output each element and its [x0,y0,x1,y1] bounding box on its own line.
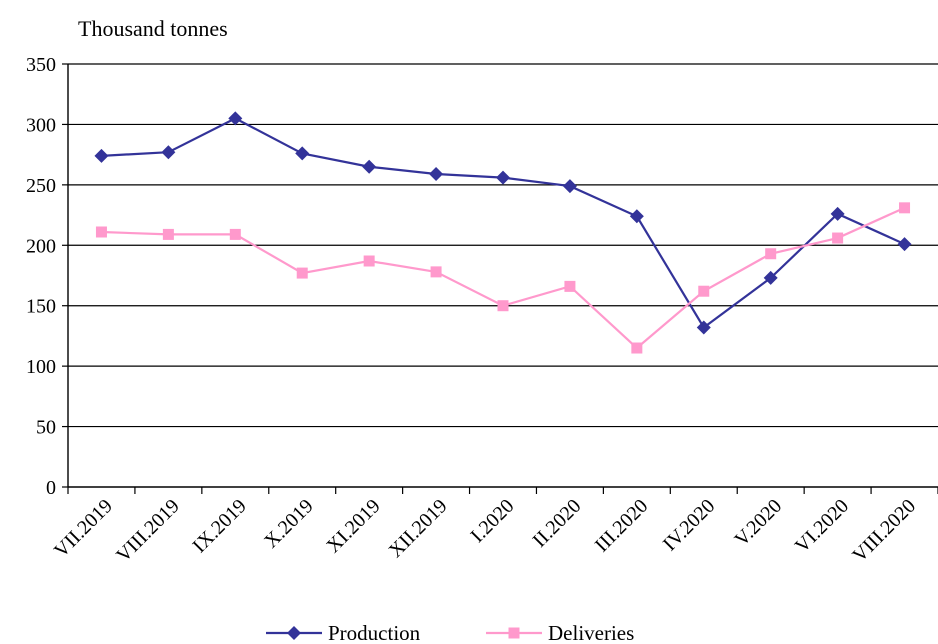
production-point [161,145,176,160]
deliveries-point [765,248,777,260]
legend-item-production: Production [266,621,421,644]
x-tick-label: XII.2019 [385,495,452,562]
deliveries-point [564,280,576,292]
deliveries-point [899,202,911,214]
series-layer [94,111,912,354]
y-tick-label-350: 350 [26,54,56,76]
axes [67,64,938,488]
legend-marker-production [287,626,301,640]
x-tick-label: VIII.2020 [848,495,920,567]
x-tick-label: XI.2019 [322,495,384,557]
x-tick-label: I.2020 [466,495,518,547]
x-tick-label: IV.2020 [659,495,719,555]
x-tick-label: II.2020 [529,495,586,552]
y-tick-label-150: 150 [26,296,56,318]
deliveries-point [832,232,844,244]
deliveries-point [497,300,509,312]
production-point [562,179,577,194]
production-point [295,146,310,161]
series-production [94,111,912,335]
legend-item-deliveries: Deliveries [486,621,634,644]
deliveries-point [95,226,107,238]
y-axis-label: Thousand tonnes [78,16,228,41]
legend-label-production: Production [328,621,421,644]
production-point [830,206,845,221]
deliveries-point [698,285,710,297]
x-tick-label: IX.2019 [189,495,251,557]
legend: Production Deliveries [266,621,634,644]
deliveries-line [101,206,905,350]
legend-marker-deliveries [508,627,520,639]
y-tick-label-300: 300 [26,114,56,136]
production-point [362,159,377,174]
x-tick-label: X.2019 [260,495,318,553]
x-tick-label: V.2020 [730,495,786,551]
y-tick-label-50: 50 [36,417,56,439]
production-point [629,209,644,224]
deliveries-point [631,342,643,354]
y-tick-label-250: 250 [26,175,56,197]
y-tick-label-200: 200 [26,235,56,257]
series-deliveries [95,202,911,354]
deliveries-point [162,228,174,240]
production-point [496,170,510,185]
deliveries-point [296,267,308,279]
y-tick-label-0: 0 [46,477,56,499]
y-tick-labels: 0 50 100 150 200 250 300 350 [26,54,56,499]
x-tick-label: VIII.2019 [112,495,184,567]
x-tick-label: III.2020 [591,495,653,557]
deliveries-point [363,255,375,267]
production-point [763,270,778,285]
deliveries-point [229,228,241,240]
production-point [94,148,109,163]
production-point [696,320,711,335]
production-point [228,111,243,126]
deliveries-point [430,266,442,278]
production-line [101,117,905,330]
production-point [429,166,444,181]
gridlines [62,63,938,488]
x-tick-label: VI.2020 [791,495,853,557]
x-tick-label: VII.2019 [50,495,117,562]
y-tick-label-100: 100 [26,356,56,378]
legend-label-deliveries: Deliveries [548,621,634,644]
production-point [897,237,912,252]
